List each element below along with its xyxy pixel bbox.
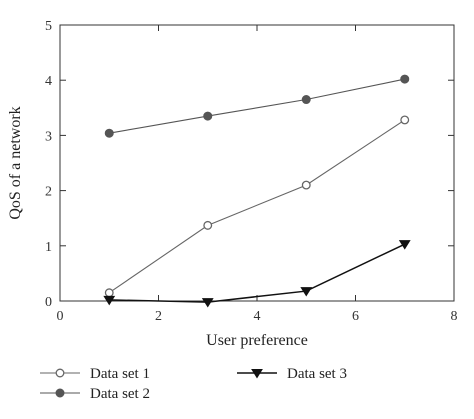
legend: Data set 1 Data set 2 Data set 3 [40, 366, 347, 402]
series-line [109, 78, 405, 134]
legend-marker [55, 388, 65, 398]
legend-item: Data set 2 [40, 386, 150, 402]
data-point [201, 298, 214, 308]
y-tick-label: 0 [45, 295, 52, 310]
axis-ticks: 0 2 4 6 8 0 1 2 3 4 5 [45, 19, 458, 324]
series-3 [103, 240, 411, 308]
y-tick-label: 2 [45, 185, 52, 200]
data-point [203, 111, 213, 121]
y-tick-label: 1 [45, 240, 52, 255]
legend-item: Data set 1 [40, 366, 150, 382]
legend-label: Data set 3 [287, 366, 347, 382]
data-point [300, 287, 313, 297]
x-tick-label: 4 [254, 309, 261, 324]
y-tick-label: 4 [45, 74, 52, 89]
data-point [400, 115, 410, 125]
data-point [400, 74, 410, 84]
x-axis-label: User preference [206, 332, 308, 349]
legend-marker [251, 369, 263, 379]
series-1 [104, 115, 410, 298]
legend-marker [55, 368, 65, 378]
data-point [301, 95, 311, 105]
y-axis-label: QoS of a network [7, 106, 24, 219]
series-2 [104, 74, 410, 138]
plot-frame [59, 24, 455, 302]
x-tick-label: 6 [352, 309, 359, 324]
y-tick-label: 5 [45, 19, 52, 34]
legend-item: Data set 3 [237, 366, 347, 382]
y-tick-label: 3 [45, 129, 52, 144]
data-point [103, 295, 116, 306]
x-tick-label: 2 [155, 309, 162, 324]
series-line [108, 119, 406, 294]
data-point [104, 128, 114, 138]
series-group [103, 74, 411, 308]
x-tick-label: 0 [57, 309, 64, 324]
data-point [301, 180, 311, 190]
data-point [398, 240, 411, 250]
x-tick-label: 8 [451, 309, 458, 324]
data-point [203, 220, 213, 230]
series-line [109, 243, 406, 303]
legend-label: Data set 2 [90, 386, 150, 402]
data-point [104, 288, 114, 298]
legend-label: Data set 1 [90, 366, 150, 382]
